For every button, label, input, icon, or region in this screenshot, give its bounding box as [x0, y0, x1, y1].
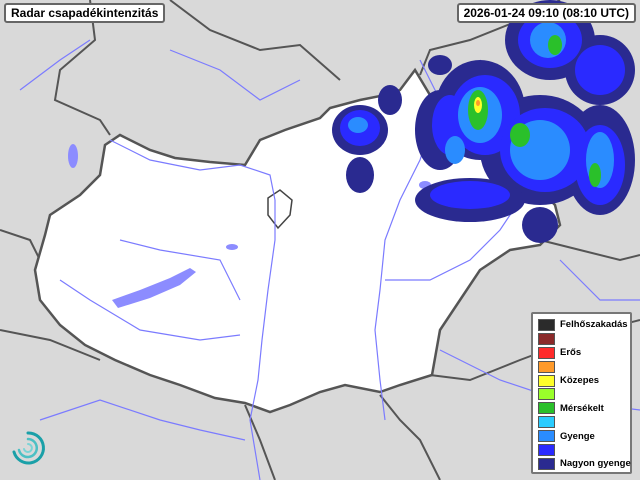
- legend-item: Gyenge: [538, 429, 630, 443]
- legend-swatch: [538, 402, 555, 415]
- legend-item: Közepes: [538, 374, 630, 388]
- legend-item: Mérsékelt: [538, 401, 630, 415]
- legend-swatch: [538, 388, 555, 401]
- legend-swatch: [538, 346, 555, 359]
- legend-item: [538, 387, 630, 401]
- legend-item: [538, 415, 630, 429]
- swirl-logo-icon: [12, 431, 45, 465]
- legend-label: Gyenge: [560, 430, 595, 442]
- lake-neusiedl: [68, 144, 78, 168]
- legend-label: Erős: [560, 347, 582, 359]
- legend-item: [538, 332, 630, 346]
- timestamp: 2026-01-24 09:10 (08:10 UTC): [456, 3, 636, 23]
- lake-velence: [226, 244, 238, 250]
- legend-swatch: [538, 360, 555, 373]
- legend-item: [538, 360, 630, 374]
- legend-item: [538, 443, 630, 457]
- lake-balaton: [112, 268, 196, 308]
- budapest-boundary: [267, 189, 293, 230]
- legend-swatch: [538, 332, 555, 345]
- legend-label: Mérsékelt: [560, 402, 604, 414]
- legend-swatch: [538, 318, 555, 331]
- legend-item: Nagyon gyenge: [538, 457, 631, 471]
- legend-swatch: [538, 443, 555, 456]
- legend-swatch: [538, 416, 555, 429]
- rivers: [19, 39, 640, 480]
- legend-label: Közepes: [560, 375, 600, 386]
- legend-item: Erős: [538, 346, 630, 360]
- legend-swatch: [538, 374, 555, 387]
- legend-label: Felhőszakadás: [560, 319, 628, 331]
- map-title: Radar csapadékintenzitás: [4, 3, 166, 23]
- legend-label: Nagyon gyenge: [560, 458, 631, 470]
- legend-swatch: [538, 457, 555, 470]
- legend-item: Felhőszakadás: [538, 318, 630, 332]
- legend-swatch: [538, 430, 555, 443]
- intensity-legend: Felhőszakadás Erős Közepes Mérsékelt Gye…: [531, 312, 632, 474]
